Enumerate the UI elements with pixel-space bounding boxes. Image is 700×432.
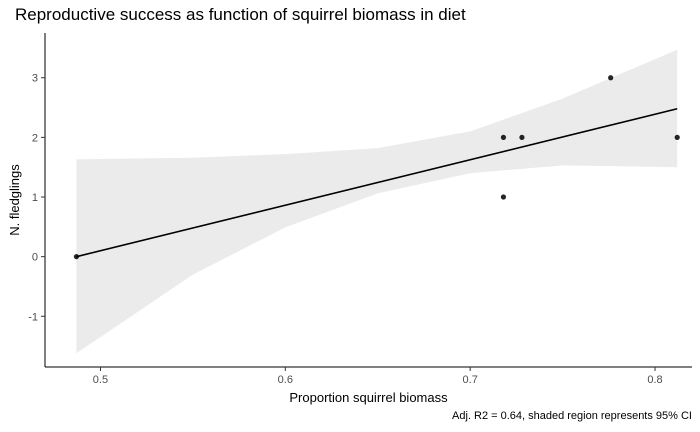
x-axis-ticks: 0.5 0.6 0.7 0.8 — [93, 367, 663, 386]
chart-caption: Adj. R2 = 0.64, shaded region represents… — [451, 410, 692, 422]
y-tick-label: -1 — [28, 311, 38, 323]
y-axis-ticks: -1 0 1 2 3 — [28, 73, 45, 323]
regression-line — [76, 107, 678, 258]
x-axis-label: Proportion squirrel biomass — [289, 390, 448, 405]
data-point-1 — [73, 254, 80, 260]
data-point-2 — [500, 194, 507, 200]
data-point-3 — [500, 134, 507, 140]
x-tick-label: 0.7 — [463, 374, 478, 386]
data-point-5 — [608, 75, 614, 81]
y-tick-label: 3 — [32, 73, 38, 85]
y-tick-label: 0 — [32, 252, 38, 264]
x-tick-label: 0.5 — [93, 374, 108, 386]
chart-title: Reproductive success as function of squi… — [15, 5, 466, 24]
x-tick-label: 0.6 — [278, 374, 293, 386]
x-tick-label: 0.8 — [647, 374, 662, 386]
data-point-6 — [674, 134, 680, 140]
data-point-4 — [519, 134, 525, 140]
y-axis-label: N. fledglings — [7, 164, 22, 236]
y-tick-label: 1 — [32, 192, 38, 204]
data-points — [73, 75, 680, 260]
y-tick-label: 2 — [32, 132, 38, 144]
confidence-band — [76, 49, 678, 354]
